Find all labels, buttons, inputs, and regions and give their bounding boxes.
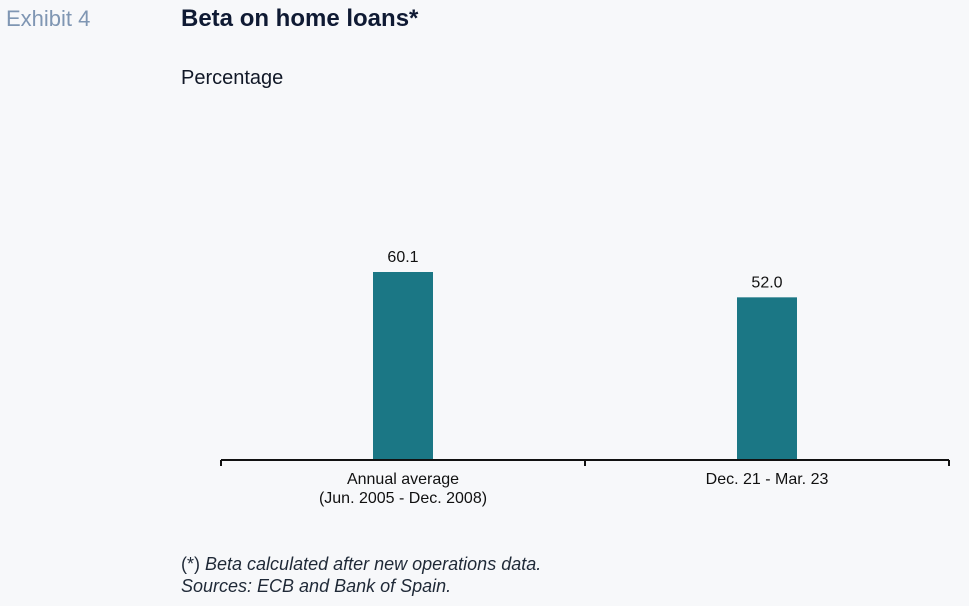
category-label: (Jun. 2005 - Dec. 2008): [319, 490, 487, 507]
exhibit-label: Exhibit 4: [6, 6, 91, 31]
footnote-marker: (*): [181, 554, 200, 574]
bar: [373, 272, 433, 460]
bar: [737, 297, 797, 460]
footnote-sources: Sources: ECB and Bank of Spain.: [181, 576, 452, 596]
chart-subtitle: Percentage: [181, 67, 284, 89]
category-label: Annual average: [347, 471, 459, 488]
footnote-text: Beta calculated after new operations dat…: [205, 554, 542, 574]
category-label: Dec. 21 - Mar. 23: [706, 471, 829, 488]
data-label: 60.1: [387, 249, 418, 266]
chart-title: Beta on home loans*: [181, 5, 419, 32]
footnote-note: (*) Beta calculated after new operations…: [181, 554, 541, 575]
data-label: 52.0: [751, 274, 782, 291]
